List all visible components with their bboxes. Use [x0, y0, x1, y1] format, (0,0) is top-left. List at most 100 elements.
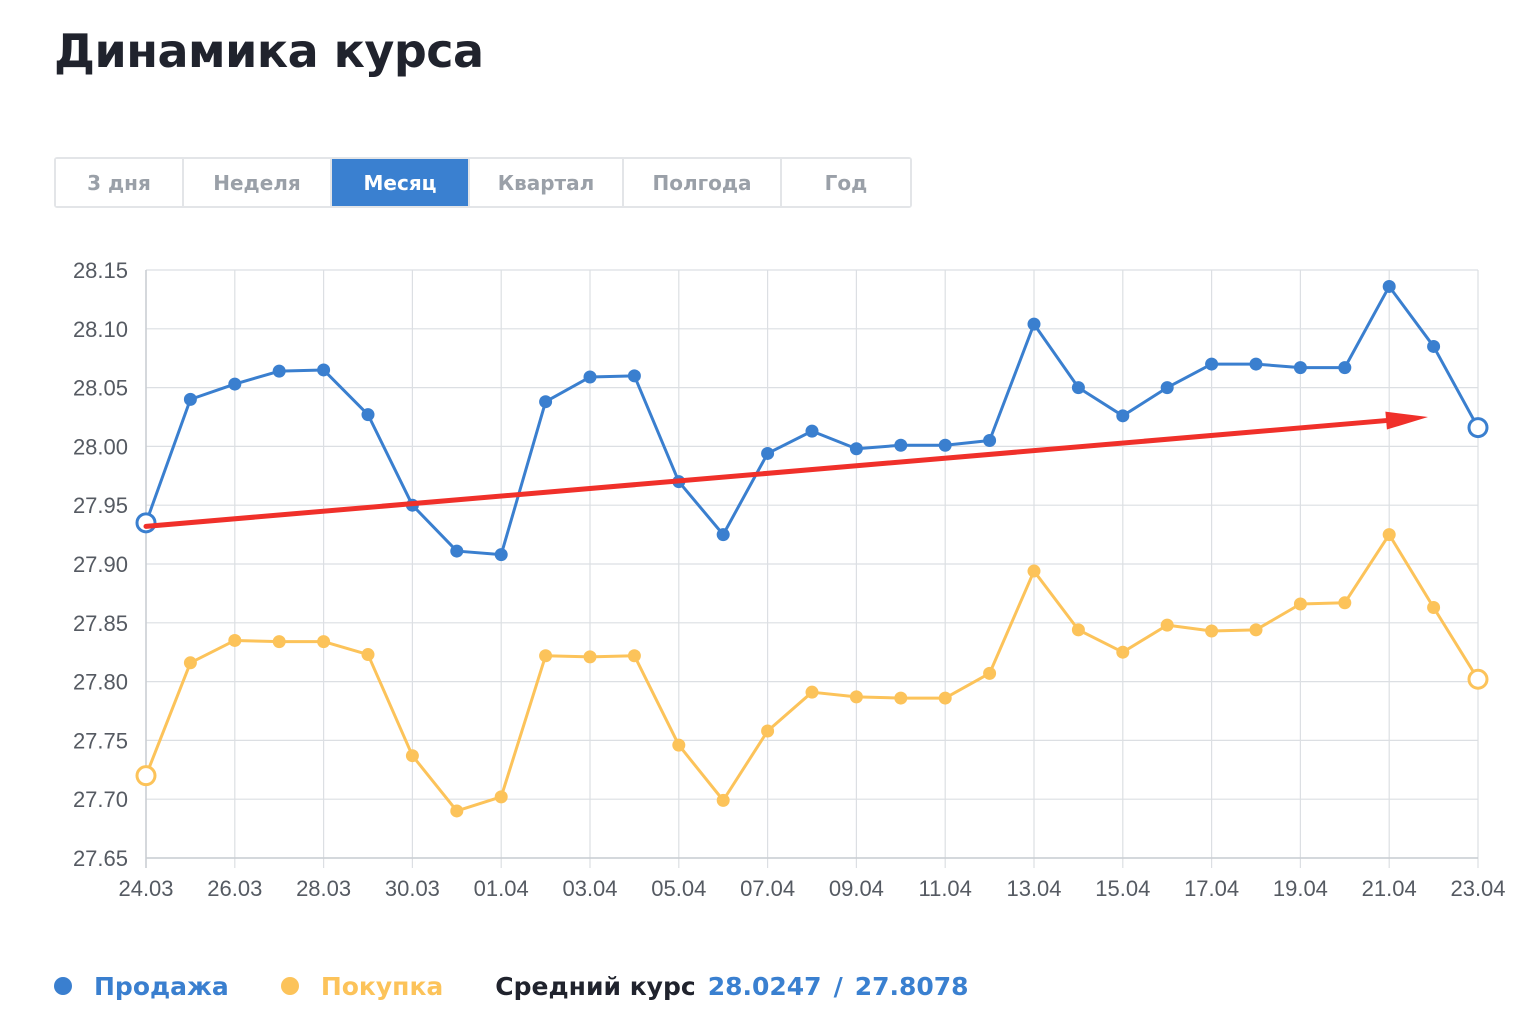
data-point-sell[interactable]: [1382, 279, 1396, 293]
data-point-sell[interactable]: [1071, 381, 1085, 395]
x-tick-label: 13.04: [1006, 876, 1061, 901]
y-tick-label: 27.75: [73, 728, 128, 753]
data-point-sell[interactable]: [894, 438, 908, 452]
trend-arrow-head: [1385, 411, 1428, 430]
data-point-buy[interactable]: [672, 738, 686, 752]
x-tick-label: 03.04: [562, 876, 617, 901]
data-point-sell[interactable]: [1338, 361, 1352, 375]
data-point-buy[interactable]: [1071, 623, 1085, 637]
data-point-buy[interactable]: [361, 648, 375, 662]
average-sell-value: 28.0247: [707, 971, 822, 1001]
data-point-buy[interactable]: [849, 690, 863, 704]
data-point-sell[interactable]: [183, 392, 197, 406]
data-point-buy[interactable]: [627, 649, 641, 663]
data-point-sell[interactable]: [716, 528, 730, 542]
data-point-sell[interactable]: [317, 363, 331, 377]
data-point-buy[interactable]: [1338, 596, 1352, 610]
y-tick-label: 27.85: [73, 611, 128, 636]
data-point-sell[interactable]: [361, 408, 375, 422]
average-rate: Средний курс 28.0247 / 27.8078: [495, 972, 968, 1001]
x-tick-label: 24.03: [118, 876, 173, 901]
data-point-buy[interactable]: [450, 804, 464, 818]
data-point-sell[interactable]: [583, 370, 597, 384]
tab-half-year[interactable]: Полгода: [624, 159, 782, 206]
data-point-sell[interactable]: [494, 548, 508, 562]
data-point-buy[interactable]: [894, 691, 908, 705]
data-point-buy[interactable]: [183, 656, 197, 670]
data-point-buy[interactable]: [405, 749, 419, 763]
data-point-buy[interactable]: [1027, 564, 1041, 578]
legend-item-sell[interactable]: Продажа: [54, 972, 229, 1001]
tab-year[interactable]: Год: [782, 159, 910, 206]
series: [135, 279, 1489, 818]
data-point-buy[interactable]: [494, 790, 508, 804]
buy-dot-icon: [280, 977, 299, 995]
data-point-buy[interactable]: [1427, 601, 1441, 615]
series-buy: [135, 528, 1489, 818]
x-tick-label: 11.04: [918, 876, 971, 901]
data-point-sell[interactable]: [450, 544, 464, 558]
data-point-buy[interactable]: [938, 691, 952, 705]
data-point-buy[interactable]: [805, 685, 819, 699]
data-point-buy[interactable]: [317, 635, 331, 649]
y-tick-label: 28.05: [73, 376, 128, 401]
legend-buy-label: Покупка: [320, 971, 444, 1001]
period-tabs: 3 дня Неделя Месяц Квартал Полгода Год: [54, 157, 912, 208]
data-point-buy[interactable]: [983, 666, 997, 680]
x-tick-label: 09.04: [829, 876, 884, 901]
x-tick-label: 28.03: [296, 876, 351, 901]
data-point-buy[interactable]: [716, 793, 730, 807]
data-point-buy[interactable]: [583, 650, 597, 664]
tab-month[interactable]: Месяц: [332, 159, 470, 206]
data-point-buy[interactable]: [272, 635, 286, 649]
y-tick-label: 28.00: [73, 434, 128, 459]
data-point-sell[interactable]: [1249, 357, 1263, 371]
data-point-buy[interactable]: [539, 649, 553, 663]
x-tick-label: 21.04: [1362, 876, 1417, 901]
data-point-buy[interactable]: [1467, 668, 1489, 690]
y-tick-label: 27.65: [73, 846, 128, 871]
exchange-rate-chart: 28.15 28.10 28.05 28.00 27.95 27.90 27.85 27.80…: [73, 258, 1506, 901]
data-point-sell[interactable]: [938, 438, 952, 452]
data-point-sell[interactable]: [272, 364, 286, 378]
series-sell: [135, 279, 1489, 562]
tab-3-days[interactable]: 3 дня: [56, 159, 184, 206]
data-point-sell[interactable]: [1205, 357, 1219, 371]
data-point-sell[interactable]: [983, 434, 997, 448]
data-point-sell[interactable]: [135, 512, 157, 534]
x-tick-label: 15.04: [1095, 876, 1150, 901]
data-point-buy[interactable]: [1293, 597, 1307, 611]
data-point-sell[interactable]: [849, 442, 863, 456]
x-tick-label: 23.04: [1450, 876, 1505, 901]
data-point-sell[interactable]: [539, 395, 553, 409]
data-point-sell[interactable]: [1467, 417, 1489, 439]
data-point-buy[interactable]: [1382, 528, 1396, 542]
y-tick-label: 27.80: [73, 670, 128, 695]
data-point-buy[interactable]: [761, 724, 775, 738]
x-tick-label: 07.04: [740, 876, 795, 901]
data-point-sell[interactable]: [1027, 317, 1041, 331]
legend-item-buy[interactable]: Покупка: [280, 971, 444, 1001]
data-point-sell[interactable]: [1427, 339, 1441, 353]
tab-quarter[interactable]: Квартал: [470, 159, 624, 206]
x-tick-label: 19.04: [1273, 876, 1328, 901]
data-point-buy[interactable]: [1160, 618, 1174, 632]
data-point-sell[interactable]: [1116, 409, 1130, 423]
data-point-sell[interactable]: [1293, 361, 1307, 375]
data-point-buy[interactable]: [1116, 645, 1130, 659]
data-point-sell[interactable]: [627, 369, 641, 383]
data-point-buy[interactable]: [1249, 623, 1263, 637]
data-point-sell[interactable]: [1160, 381, 1174, 395]
x-tick-label: 17.04: [1184, 876, 1239, 901]
data-point-buy[interactable]: [228, 633, 242, 647]
data-point-sell[interactable]: [761, 446, 775, 460]
data-point-sell[interactable]: [805, 424, 819, 438]
grid: [145, 269, 1479, 868]
y-tick-label: 27.90: [73, 552, 128, 577]
data-point-buy[interactable]: [135, 765, 157, 787]
data-point-buy[interactable]: [1205, 624, 1219, 638]
y-tick-label: 27.95: [73, 493, 128, 518]
tab-week[interactable]: Неделя: [184, 159, 332, 206]
data-point-sell[interactable]: [228, 377, 242, 391]
legend: Продажа Покупка Средний курс 28.0247 / 2…: [54, 966, 969, 1006]
